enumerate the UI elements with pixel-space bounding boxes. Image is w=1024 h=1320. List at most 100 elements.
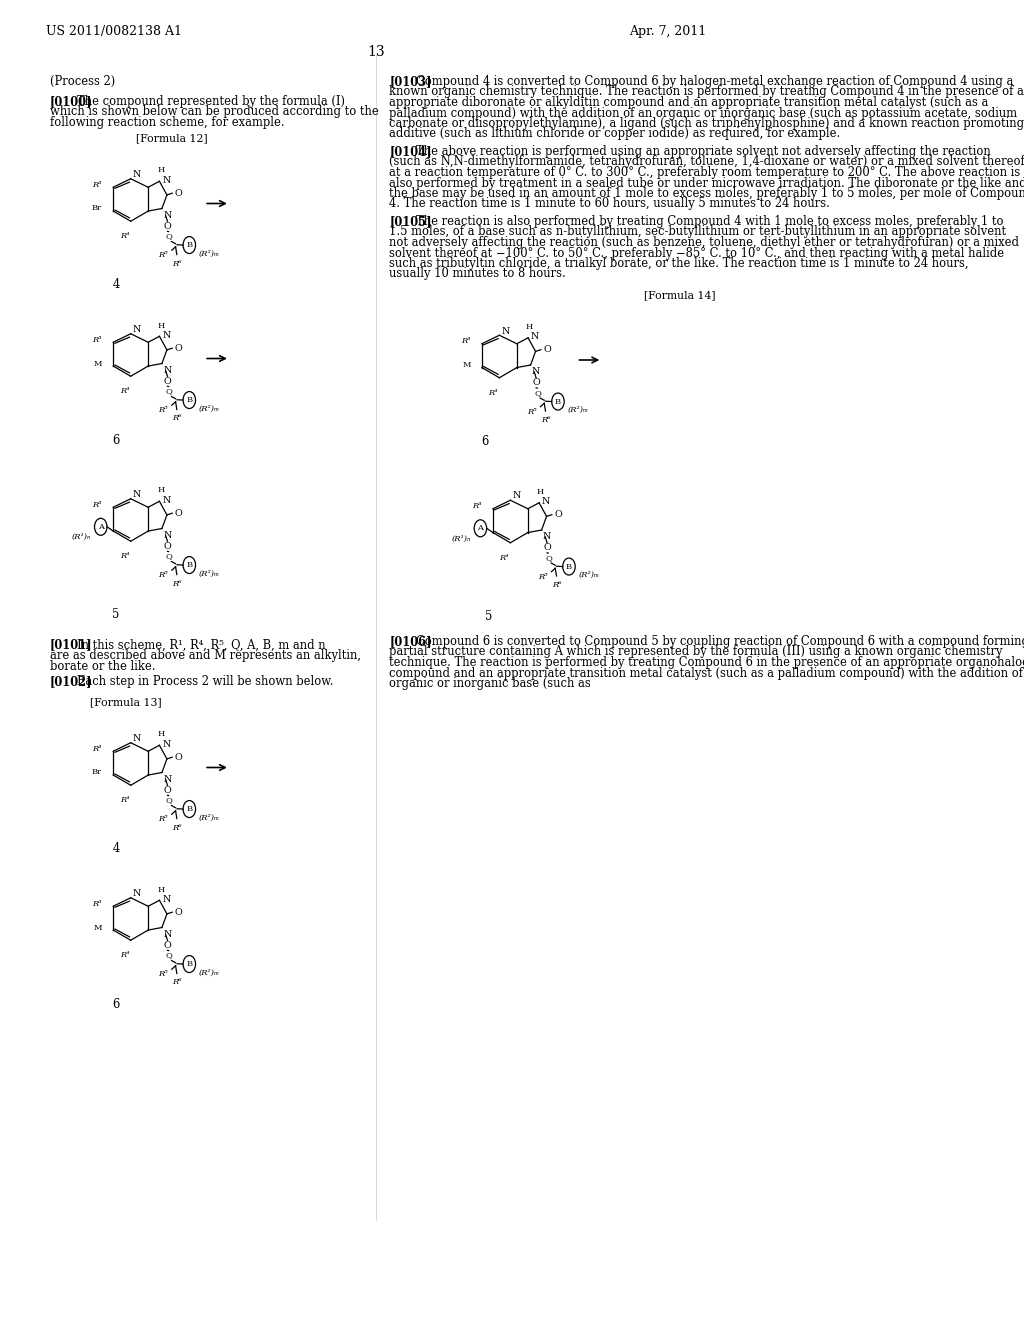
Text: (R¹)ₙ: (R¹)ₙ: [452, 535, 471, 543]
Text: R⁴: R⁴: [120, 387, 129, 395]
Text: R³: R³: [92, 744, 102, 752]
Text: [0102]: [0102]: [50, 675, 92, 688]
Text: N: N: [532, 367, 541, 376]
Text: 6: 6: [113, 433, 120, 446]
Text: [0100]: [0100]: [50, 95, 92, 108]
Text: B: B: [186, 561, 193, 569]
Text: O: O: [164, 941, 171, 950]
Text: additive (such as lithium chloride or copper iodide) as required, for example.: additive (such as lithium chloride or co…: [389, 128, 841, 140]
Text: R⁴: R⁴: [120, 232, 129, 240]
Text: (Process 2): (Process 2): [50, 75, 115, 88]
Text: R⁴: R⁴: [500, 554, 509, 562]
Text: H: H: [158, 730, 165, 738]
Text: (R²)ₘ: (R²)ₘ: [199, 569, 220, 578]
Text: A: A: [97, 523, 103, 531]
Text: H: H: [158, 886, 165, 894]
Text: at a reaction temperature of 0° C. to 300° C., preferably room temperature to 20: at a reaction temperature of 0° C. to 30…: [389, 166, 1021, 180]
Text: R³: R³: [92, 181, 102, 189]
Text: N: N: [163, 176, 171, 185]
Text: N: N: [133, 734, 141, 743]
Text: O: O: [174, 908, 182, 916]
Text: R⁶: R⁶: [172, 414, 181, 422]
Text: O: O: [164, 376, 171, 385]
Text: O: O: [164, 785, 171, 795]
Text: N: N: [163, 331, 171, 341]
Text: B: B: [555, 397, 561, 405]
Text: [0106]: [0106]: [389, 635, 432, 648]
Text: 4: 4: [113, 842, 120, 855]
Text: N: N: [133, 888, 141, 898]
Text: N: N: [163, 895, 171, 904]
Text: N: N: [531, 333, 540, 342]
Text: N: N: [164, 211, 172, 220]
Text: 4: 4: [113, 279, 120, 292]
Text: N: N: [164, 929, 172, 939]
Text: O: O: [164, 222, 171, 231]
Text: N: N: [164, 531, 172, 540]
Text: R³: R³: [461, 337, 471, 346]
Text: Q: Q: [546, 554, 552, 562]
Text: [0104]: [0104]: [389, 145, 432, 158]
Text: R³: R³: [92, 335, 102, 343]
Text: R⁵: R⁵: [539, 573, 548, 581]
Text: N: N: [164, 366, 172, 375]
Text: not adversely affecting the reaction (such as benzene, toluene, diethyl ether or: not adversely affecting the reaction (su…: [389, 236, 1019, 249]
Text: O: O: [164, 541, 171, 550]
Text: N: N: [542, 498, 550, 507]
Text: palladium compound) with the addition of an organic or inorganic base (such as p: palladium compound) with the addition of…: [389, 107, 1017, 120]
Text: R⁵: R⁵: [159, 572, 168, 579]
Text: R³: R³: [472, 502, 481, 511]
Text: technique. The reaction is performed by treating Compound 6 in the presence of a: technique. The reaction is performed by …: [389, 656, 1024, 669]
Text: M: M: [93, 924, 102, 932]
Text: N: N: [164, 775, 172, 784]
Text: [Formula 14]: [Formula 14]: [644, 290, 716, 300]
Text: B: B: [186, 960, 193, 968]
Text: solvent thereof at −100° C. to 50° C., preferably −85° C. to 10° C., and then re: solvent thereof at −100° C. to 50° C., p…: [389, 247, 1005, 260]
Text: B: B: [186, 805, 193, 813]
Text: The compound represented by the formula (I): The compound represented by the formula …: [77, 95, 345, 108]
Text: The reaction is also performed by treating Compound 4 with 1 mole to excess mole: The reaction is also performed by treati…: [417, 215, 1004, 228]
Text: Q: Q: [166, 388, 173, 396]
Text: 5: 5: [113, 609, 120, 622]
Text: A: A: [477, 524, 483, 532]
Text: R⁴: R⁴: [120, 796, 129, 804]
Text: (R²)ₘ: (R²)ₘ: [199, 813, 220, 821]
Text: (R²)ₘ: (R²)ₘ: [579, 572, 599, 579]
Text: [0105]: [0105]: [389, 215, 432, 228]
Text: R⁶: R⁶: [172, 824, 181, 832]
Text: carbonate or diisopropylethylamine), a ligand (such as triphenylphosphine) and a: carbonate or diisopropylethylamine), a l…: [389, 117, 1024, 129]
Text: N: N: [133, 325, 141, 334]
Text: R⁴: R⁴: [488, 389, 498, 397]
Text: usually 10 minutes to 8 hours.: usually 10 minutes to 8 hours.: [389, 268, 566, 281]
Text: R⁵: R⁵: [159, 251, 168, 259]
Text: O: O: [174, 189, 182, 198]
Text: H: H: [158, 322, 165, 330]
Text: R⁴: R⁴: [120, 952, 129, 960]
Text: the base may be used in an amount of 1 mole to excess moles, preferably 1 to 5 m: the base may be used in an amount of 1 m…: [389, 187, 1024, 201]
Text: R⁵: R⁵: [159, 407, 168, 414]
Text: 1.5 moles, of a base such as n-butyllithium, sec-butyllithium or tert-butyllithi: 1.5 moles, of a base such as n-butyllith…: [389, 226, 1007, 239]
Text: R³: R³: [92, 500, 102, 508]
Text: O: O: [174, 343, 182, 352]
Text: partial structure containing A which is represented by the formula (III) using a: partial structure containing A which is …: [389, 645, 1002, 659]
Text: [Formula 12]: [Formula 12]: [136, 133, 208, 144]
Text: O: O: [543, 346, 551, 354]
Text: US 2011/0082138 A1: US 2011/0082138 A1: [45, 25, 181, 38]
Text: 13: 13: [368, 45, 385, 59]
Text: are as described above and M represents an alkyltin,: are as described above and M represents …: [50, 649, 360, 663]
Text: N: N: [163, 741, 171, 748]
Text: R⁶: R⁶: [172, 579, 181, 587]
Text: O: O: [174, 508, 182, 517]
Text: appropriate diboronate or alkylditin compound and an appropriate transition meta: appropriate diboronate or alkylditin com…: [389, 96, 988, 110]
Text: R⁵: R⁵: [527, 408, 537, 416]
Text: known organic chemistry technique. The reaction is performed by treating Compoun: known organic chemistry technique. The r…: [389, 86, 1024, 99]
Text: Br: Br: [92, 768, 102, 776]
Text: R⁶: R⁶: [552, 581, 561, 589]
Text: R⁴: R⁴: [120, 552, 129, 560]
Text: borate or the like.: borate or the like.: [50, 660, 156, 672]
Text: 6: 6: [113, 998, 120, 1011]
Text: Each step in Process 2 will be shown below.: Each step in Process 2 will be shown bel…: [77, 675, 334, 688]
Text: [0103]: [0103]: [389, 75, 432, 88]
Text: R⁶: R⁶: [541, 416, 550, 424]
Text: Apr. 7, 2011: Apr. 7, 2011: [629, 25, 707, 38]
